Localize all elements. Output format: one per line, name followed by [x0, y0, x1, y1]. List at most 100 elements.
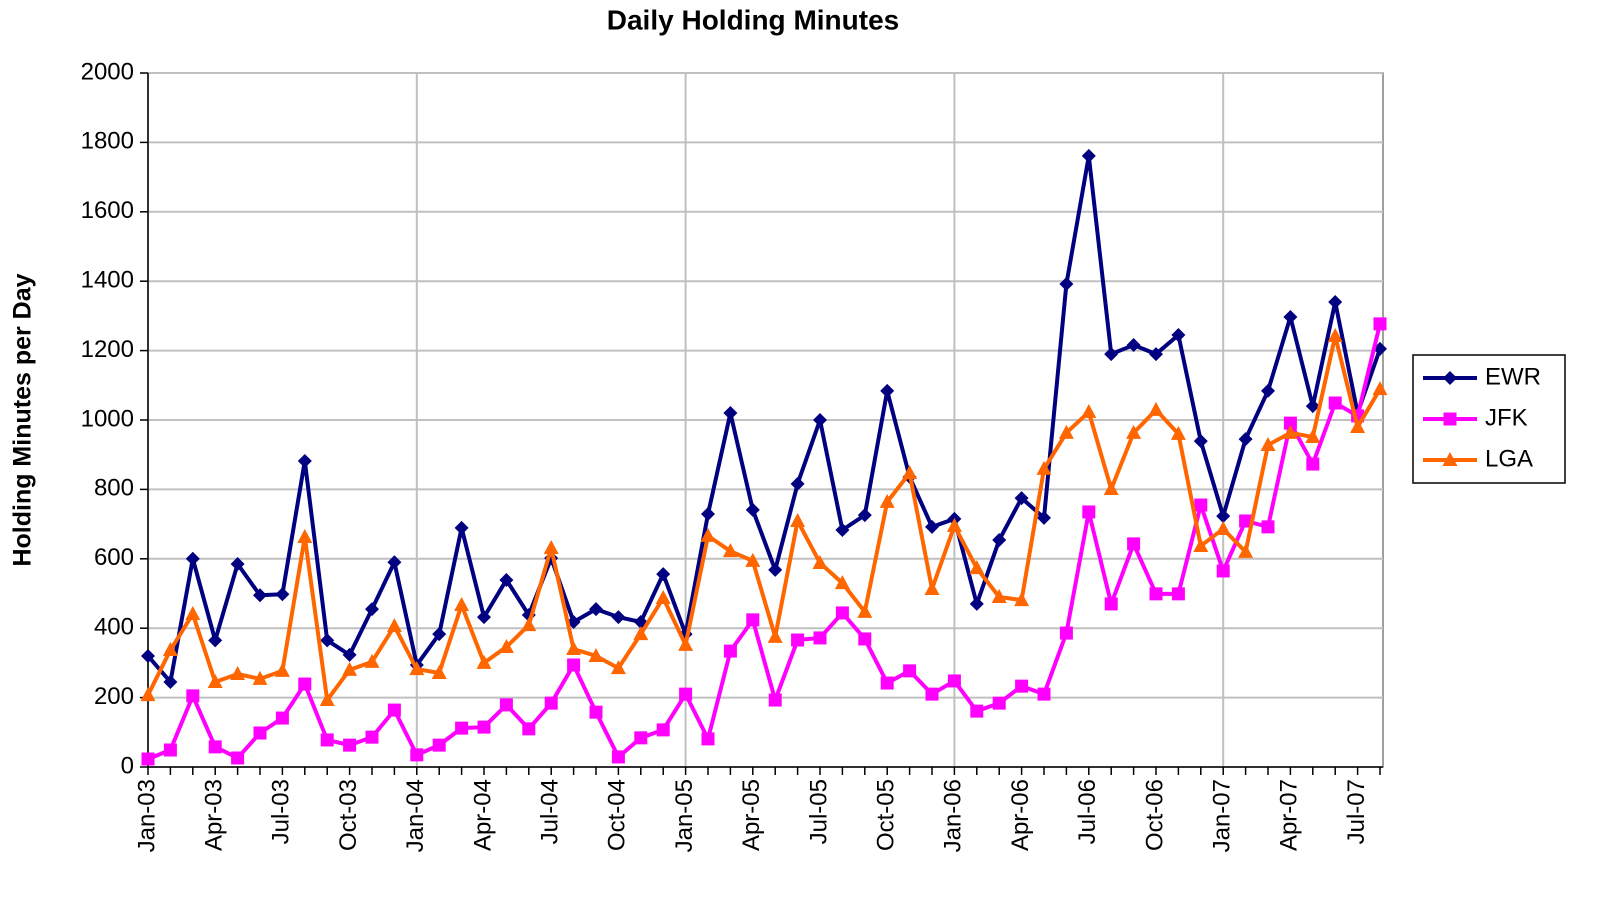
data-point: [454, 520, 469, 535]
data-point: [297, 453, 312, 468]
data-point: [1239, 514, 1253, 528]
data-point: [768, 562, 783, 577]
data-point: [813, 413, 827, 427]
data-point: [1104, 597, 1118, 611]
data-point: [1126, 338, 1141, 353]
data-point: [634, 731, 648, 745]
data-point: [208, 633, 223, 648]
data-point: [1037, 687, 1051, 701]
x-tick-label: Oct-05: [873, 779, 900, 851]
data-point: [1126, 424, 1142, 439]
data-point: [1037, 510, 1051, 525]
chart-title: Daily Holding Minutes: [607, 4, 899, 35]
data-point: [365, 730, 379, 744]
x-tick-label: Oct-06: [1141, 779, 1168, 851]
data-point: [275, 587, 290, 602]
data-point: [1103, 481, 1119, 496]
data-point: [477, 720, 491, 734]
y-tick-label: 1200: [81, 336, 134, 363]
data-point: [880, 676, 894, 690]
data-point: [1149, 587, 1163, 601]
data-point: [589, 705, 603, 719]
data-point: [813, 631, 827, 645]
data-point: [566, 641, 582, 656]
data-point: [812, 554, 828, 569]
y-axis-label: Holding Minutes per Day: [9, 273, 37, 566]
data-point: [208, 740, 222, 754]
x-tick-label: Oct-03: [335, 779, 362, 851]
data-point: [186, 689, 200, 703]
data-point: [970, 704, 984, 718]
data-point: [1127, 537, 1141, 551]
legend-marker: [1442, 452, 1458, 466]
data-point: [880, 383, 895, 398]
x-tick-label: Jan-04: [402, 779, 429, 852]
data-point: [253, 588, 267, 603]
data-point: [700, 527, 716, 542]
data-point: [431, 664, 447, 679]
data-point: [207, 673, 223, 688]
data-point: [767, 628, 783, 643]
data-point: [410, 748, 424, 762]
data-point: [364, 653, 380, 668]
x-tick-label: Jan-07: [1209, 779, 1236, 852]
data-point: [1216, 509, 1231, 524]
data-point: [1058, 424, 1074, 439]
x-tick-label: Apr-03: [201, 779, 228, 851]
data-point: [141, 752, 155, 766]
data-point: [1350, 418, 1366, 433]
data-point: [1305, 399, 1320, 414]
data-point: [163, 743, 177, 757]
data-point: [679, 687, 693, 701]
y-tick-label: 200: [94, 683, 134, 710]
data-point: [185, 605, 201, 620]
x-tick-label: Apr-07: [1276, 779, 1303, 851]
data-point: [297, 528, 313, 543]
data-point: [162, 642, 178, 657]
legend-marker: [1443, 412, 1457, 426]
y-tick-label: 1000: [81, 405, 134, 432]
data-point: [342, 647, 357, 662]
data-point: [1261, 520, 1275, 534]
x-tick-label: Jul-05: [805, 779, 832, 844]
data-point: [1373, 317, 1387, 331]
x-tick-label: Apr-06: [1007, 779, 1034, 851]
legend-label: EWR: [1485, 363, 1541, 390]
y-tick-label: 0: [121, 752, 134, 779]
data-point: [588, 647, 604, 662]
data-point: [1238, 432, 1253, 447]
data-point: [946, 517, 962, 532]
data-point: [432, 738, 446, 752]
x-tick-label: Jul-04: [537, 779, 564, 844]
data-point: [610, 660, 626, 675]
data-point: [163, 674, 178, 689]
data-point: [992, 533, 1007, 548]
y-tick-label: 400: [94, 614, 134, 641]
data-point: [387, 555, 402, 570]
data-point: [1306, 457, 1320, 471]
data-point: [1238, 543, 1254, 558]
data-point: [768, 693, 782, 707]
data-point: [1059, 626, 1073, 640]
data-point: [589, 602, 603, 617]
data-point: [1283, 309, 1298, 324]
x-tick-label: Oct-04: [604, 779, 631, 851]
data-point: [1059, 276, 1074, 291]
y-tick-label: 1600: [81, 197, 134, 224]
data-point: [320, 733, 334, 747]
data-point: [992, 696, 1006, 710]
data-point: [1104, 347, 1119, 362]
data-point: [1171, 327, 1186, 342]
data-point: [656, 567, 671, 582]
data-point: [476, 654, 492, 669]
data-point: [903, 664, 917, 678]
data-point: [141, 648, 155, 663]
data-point: [544, 696, 558, 710]
data-point: [319, 692, 335, 707]
data-point: [185, 551, 200, 566]
data-point: [1149, 347, 1163, 362]
data-point: [387, 703, 401, 717]
data-point: [365, 602, 379, 617]
data-point: [543, 540, 559, 555]
data-point: [567, 658, 581, 672]
